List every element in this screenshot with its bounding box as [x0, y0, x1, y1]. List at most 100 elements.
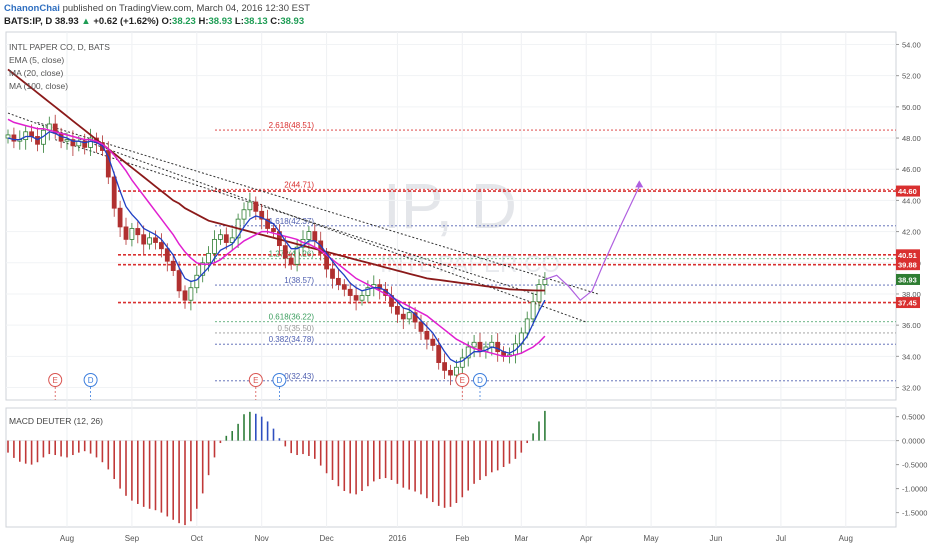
- author-name[interactable]: ChanonChai: [4, 3, 60, 14]
- candle-body: [259, 210, 265, 220]
- price-pane-frame: [5, 31, 897, 401]
- price-tag-label: 39.88: [898, 261, 917, 270]
- fib-level-label: 1(38.57): [284, 276, 314, 285]
- price-tag: [896, 259, 920, 271]
- candle-body: [123, 226, 129, 240]
- time-tick-label: Dec: [319, 534, 333, 543]
- candle-body: [147, 237, 153, 245]
- candle-body: [341, 284, 347, 290]
- high-label: H:: [198, 16, 209, 27]
- candle-body: [70, 139, 76, 147]
- candle-body: [495, 341, 501, 353]
- candle-body: [394, 306, 400, 315]
- candle-body: [359, 295, 365, 301]
- candle-body: [282, 245, 288, 259]
- candle-body: [229, 237, 235, 243]
- price-tag: [896, 273, 920, 285]
- candle-body: [241, 209, 247, 220]
- candle-body: [471, 341, 477, 348]
- time-tick-label: Feb: [455, 534, 469, 543]
- price-tick-label: 52.00: [902, 72, 921, 81]
- price-tick-label: 34.00: [902, 352, 921, 361]
- candle-body: [111, 176, 117, 209]
- macd-tick-label: 0.5000: [902, 413, 925, 422]
- candle-body: [412, 312, 418, 323]
- event-marker: [272, 373, 287, 387]
- open-value: 38.23: [172, 16, 196, 27]
- candle-body: [223, 234, 229, 243]
- candle-body: [82, 140, 88, 148]
- price-tick-label: 50.00: [902, 103, 921, 112]
- projection-path: [544, 186, 640, 302]
- time-tick-label: Oct: [191, 534, 204, 543]
- ema-line: [7, 131, 546, 364]
- projection-arrow-icon: [635, 180, 644, 188]
- candle-body: [153, 237, 158, 243]
- up-arrow-icon: ▲: [81, 16, 91, 27]
- candle-body: [253, 201, 259, 212]
- candle-body: [288, 257, 294, 265]
- time-tick-label: Aug: [60, 534, 74, 543]
- candle-body: [194, 274, 200, 289]
- candle-body: [530, 301, 536, 320]
- candle-body: [170, 260, 176, 271]
- candle-body: [312, 231, 318, 242]
- macd-tick-label: -0.5000: [902, 461, 927, 470]
- candle-body: [489, 341, 495, 348]
- candle-body: [35, 136, 40, 145]
- time-tick-label: Mar: [514, 534, 528, 543]
- macd-title[interactable]: MACD DEUTER (12, 26): [9, 416, 103, 426]
- macd-tick-label: 0.0000: [902, 437, 925, 446]
- event-marker: [473, 373, 487, 387]
- candle-body: [330, 268, 335, 279]
- event-marker-label: E: [460, 376, 465, 385]
- time-tick-label: Sep: [125, 534, 140, 543]
- event-marker: [83, 373, 98, 387]
- price-tick-label: 48.00: [902, 134, 921, 143]
- open-label: O:: [161, 16, 173, 27]
- symbol-label: BATS:IP, D: [4, 16, 53, 27]
- event-marker: [48, 373, 63, 387]
- price-tag: [896, 185, 920, 197]
- candle-body: [23, 131, 29, 140]
- legend-ma100[interactable]: MA (100, close): [9, 81, 69, 91]
- event-marker-label: D: [277, 376, 283, 385]
- price-tag-label: 44.60: [898, 187, 917, 196]
- candle-body: [200, 262, 206, 276]
- candle-body: [188, 287, 194, 301]
- high-value: 38.93: [208, 16, 233, 27]
- candle-body: [430, 338, 436, 346]
- close-label: C:: [270, 16, 281, 27]
- price-tag: [896, 249, 920, 261]
- fib-level-label: 2(44.71): [284, 180, 314, 189]
- candle-body: [64, 139, 70, 142]
- candle-body: [536, 284, 542, 303]
- legend-ma20[interactable]: MA (20, close): [9, 68, 64, 78]
- price-change: +0.62 (+1.62%): [93, 16, 159, 27]
- time-tick-label: May: [644, 534, 659, 543]
- fib-level-label: 0.382(34.78): [269, 335, 315, 344]
- publish-info: published on TradingView.com, March 04, …: [62, 3, 311, 14]
- candle-body: [182, 290, 188, 301]
- event-marker: [248, 373, 263, 387]
- ma100-line: [7, 68, 545, 292]
- time-tick-label: Nov: [255, 534, 269, 543]
- fib-level-label: 1.618(42.37): [269, 217, 315, 226]
- price-tick-label: 46.00: [902, 165, 921, 174]
- price-tick-label: 38.00: [902, 290, 921, 299]
- candle-body: [158, 242, 164, 250]
- candle-body: [365, 287, 371, 296]
- candle-body: [542, 279, 548, 286]
- price-tick-label: 36.00: [902, 321, 921, 330]
- event-marker-label: D: [88, 376, 94, 385]
- candle-body: [465, 346, 471, 359]
- fib-level-label: 0.618(36.22): [269, 313, 315, 322]
- low-value: 38.13: [243, 16, 268, 27]
- legend-ema[interactable]: EMA (5, close): [9, 55, 65, 65]
- watermark-symbol: IP, D: [383, 170, 517, 242]
- candle-body: [377, 284, 383, 290]
- price-tick-label: 44.00: [902, 196, 921, 205]
- macd-tick-label: -1.0000: [902, 485, 927, 494]
- price-tag: [896, 297, 920, 309]
